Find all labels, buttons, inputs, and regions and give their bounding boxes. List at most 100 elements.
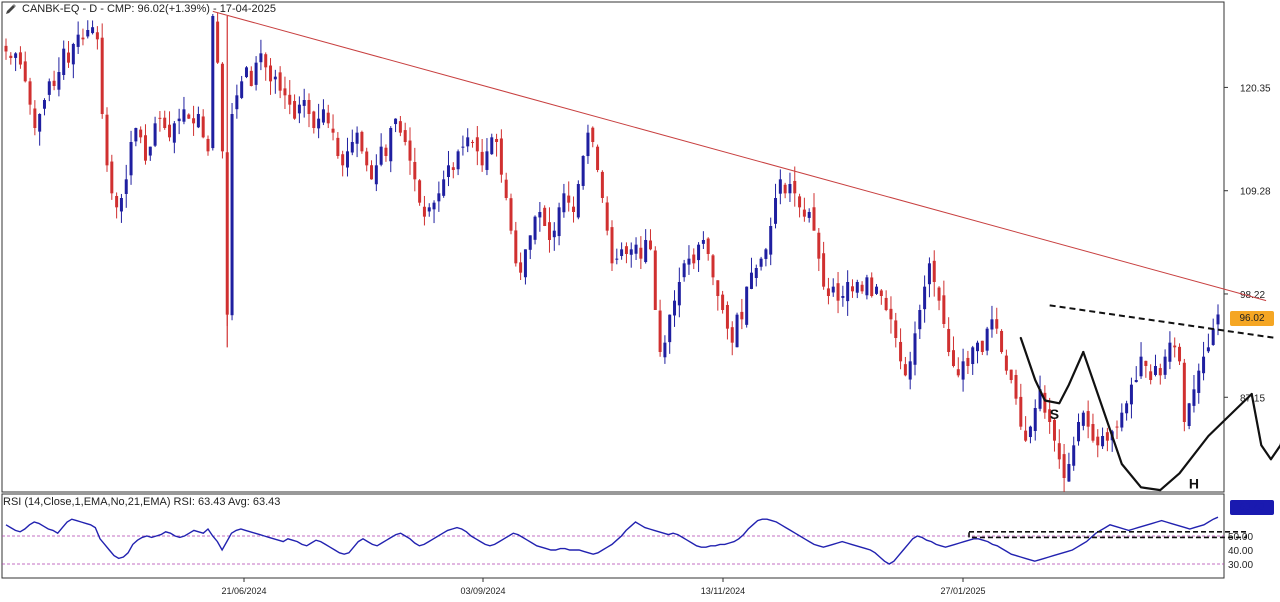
candle-body [1033,408,1037,431]
candle-body [990,319,994,330]
candle [67,41,71,68]
candle-body [706,238,710,254]
candle [802,197,806,222]
candle [567,181,571,212]
candle [466,128,470,153]
candle-body [927,263,931,285]
candle [831,278,835,297]
candle [495,133,499,157]
candle-body [774,198,778,224]
candle [624,242,628,264]
candle-body [918,310,922,330]
candle-body [259,53,263,63]
candle [793,166,797,207]
head-label: H [1189,475,1199,491]
candle-body [9,55,13,58]
candle [822,241,826,290]
candle-body [826,288,830,296]
candle-body [28,81,32,105]
candle [1158,363,1162,385]
candle [384,144,388,162]
candle [1178,343,1182,366]
candle [1009,369,1013,384]
candle [1038,375,1042,412]
candle-body [446,165,450,177]
candle [552,222,556,251]
candle-body [95,32,99,40]
candle-body [86,30,90,37]
candle-body [1096,436,1100,446]
candle [927,257,931,298]
candle-body [850,286,854,292]
pencil-icon[interactable] [5,3,17,15]
candle-body [119,198,123,212]
candle [293,94,297,120]
candle-body [451,167,455,170]
candle [860,281,864,294]
candle-body [326,112,330,124]
candle [33,100,37,136]
candle [1033,399,1037,441]
candle-body [249,70,253,86]
candle [519,252,523,281]
candle [740,298,744,330]
candle-body [567,195,571,203]
candle-body [1202,356,1206,374]
candle-body [307,99,311,114]
candle [307,93,311,128]
candle [355,126,359,158]
candle-body [1211,328,1215,345]
candle [143,124,147,165]
candle [345,137,349,177]
candle [336,132,340,159]
candle-body [124,179,128,194]
candle [514,221,518,267]
candle [475,126,479,166]
candle [572,196,576,223]
candle [57,57,61,97]
candle [1081,410,1085,431]
candle [1067,452,1071,482]
candle-body [1081,412,1085,426]
right-shoulder-curve [1250,392,1280,461]
rsi-tick-label: 30.00 [1228,560,1253,571]
candle-body [1024,430,1028,441]
candle [1149,364,1153,385]
candle [663,335,667,364]
candle [86,20,90,39]
candle [71,42,75,79]
candle-body [398,121,402,133]
candle-body [899,341,903,362]
candle-body [932,260,936,282]
candle [745,286,749,328]
price-tick-label: 98.22 [1240,290,1265,301]
candle-body [596,146,600,170]
candle-body [480,151,484,166]
current-rsi-badge: 63.43 [1230,500,1274,515]
candle [605,196,609,236]
candle-body [639,247,643,259]
candle [100,23,104,119]
candle [879,289,883,305]
candle-body [692,254,696,264]
candle [1134,366,1138,383]
candle-body [1052,419,1056,441]
candle-body [697,244,701,261]
candle [403,122,407,146]
candle [942,280,946,328]
rsi-breakout-box [968,530,1247,539]
candle-body [273,76,277,80]
candle-body [1057,443,1061,460]
candle-body [721,294,725,310]
candle [451,162,455,179]
candle [105,107,109,172]
candle-body [971,347,975,365]
candle-body [951,350,955,366]
candle-body [586,132,590,157]
candle [119,193,123,223]
candle [841,285,845,307]
candle-body [1192,389,1196,406]
candle [620,242,624,260]
candle [1129,377,1133,419]
